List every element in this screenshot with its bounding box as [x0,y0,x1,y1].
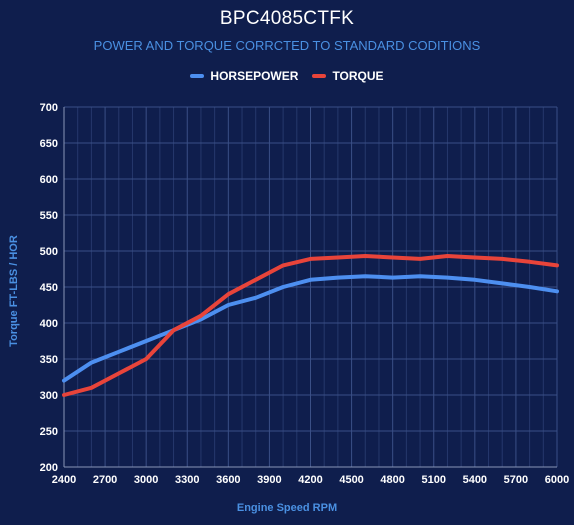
x-tick-label: 4500 [339,474,363,486]
y-tick-label: 500 [40,246,58,258]
y-tick-label: 600 [40,174,58,186]
legend-item-horsepower[interactable]: HORSEPOWER [190,69,298,83]
legend-label-torque: TORQUE [332,69,384,83]
legend: HORSEPOWER TORQUE [0,69,574,83]
chart-title: BPC4085CTFK [219,8,355,29]
x-axis-label: Engine Speed RPM [236,502,338,514]
x-tick-label: 4800 [380,474,404,486]
y-tick-label: 200 [40,462,58,474]
y-tick-label: 550 [40,210,58,222]
x-tick-label: 3000 [134,474,158,486]
chart-subtitle: POWER AND TORQUE CORRCTED TO STANDARD CO… [93,38,481,53]
x-tick-label: 3300 [175,474,199,486]
series-line-horsepower [62,274,559,383]
y-tick-label: 350 [40,354,58,366]
x-tick-label: 5400 [463,474,487,486]
x-tick-label: 3900 [257,474,281,486]
legend-label-horsepower: HORSEPOWER [210,69,299,83]
x-tick-label: 5100 [422,474,446,486]
y-tick-label: 400 [40,318,58,330]
legend-swatch-horsepower [190,74,205,78]
x-tick-label: 2400 [52,474,76,486]
x-tick-label: 4200 [298,474,322,486]
x-tick-label: 2700 [93,474,117,486]
x-tick-label: 3600 [216,474,240,486]
y-tick-label: 700 [40,102,58,114]
y-tick-label: 300 [40,390,58,402]
legend-swatch-torque [312,74,327,78]
series-line-torque [62,254,559,397]
legend-item-torque[interactable]: TORQUE [312,69,384,83]
y-tick-label: 450 [40,282,58,294]
y-tick-label: 250 [40,426,58,438]
y-tick-label: 650 [40,138,58,150]
x-tick-label: 5700 [504,474,528,486]
x-tick-label: 6000 [545,474,569,486]
